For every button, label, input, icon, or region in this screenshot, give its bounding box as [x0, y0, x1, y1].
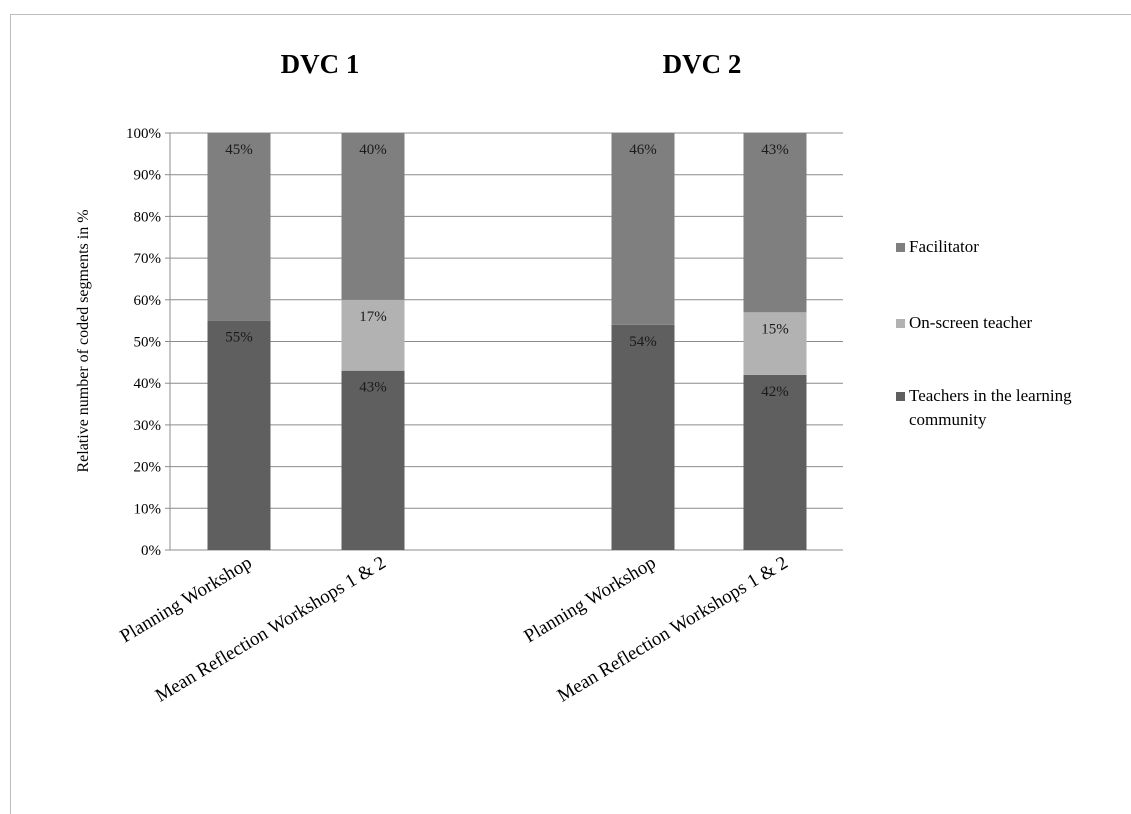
y-tick-label: 20% — [134, 460, 162, 476]
legend-swatch — [896, 319, 905, 328]
y-tick-label: 50% — [134, 335, 162, 351]
bar-segment — [743, 133, 807, 313]
data-label: 54% — [629, 334, 657, 350]
data-label: 55% — [225, 330, 253, 346]
data-labels: 55% 45% 43% 17% 40% 54% 46% 42% 15% 43% — [225, 142, 789, 400]
y-tick-label: 60% — [134, 293, 162, 309]
bar-segment — [743, 312, 807, 375]
y-tick-label: 80% — [134, 209, 162, 225]
x-category-label: Planning Workshop — [521, 552, 660, 647]
chart-frame — [10, 14, 1131, 814]
chart-titles: DVC 1 DVC 2 — [281, 49, 742, 79]
bar-segment — [341, 299, 405, 371]
y-tick-label: 90% — [134, 168, 162, 184]
y-tick-label: 70% — [134, 251, 162, 267]
bar-segment — [341, 133, 405, 300]
data-label: 42% — [761, 384, 789, 400]
data-label: 46% — [629, 142, 657, 158]
y-tick-label: 40% — [134, 376, 162, 392]
data-label: 17% — [359, 309, 387, 325]
gridlines — [170, 132, 843, 551]
legend-label: Teachers in the learning community — [909, 386, 1072, 429]
y-tick-label: 10% — [134, 501, 162, 517]
y-tick-label: 100% — [126, 126, 161, 142]
y-tick-label: 0% — [141, 543, 161, 559]
legend: Facilitator On-screen teacher Teachers in … — [896, 237, 1072, 429]
data-label: 15% — [761, 321, 789, 337]
legend-swatch — [896, 243, 905, 252]
x-category-label: Mean Reflection Workshops 1 & 2 — [554, 552, 792, 706]
bar-segment — [341, 370, 405, 550]
bar-segment — [611, 324, 675, 550]
legend-swatch — [896, 392, 905, 401]
bars — [207, 133, 807, 550]
group-title: DVC 1 — [281, 49, 360, 79]
bar-segment — [743, 374, 807, 550]
group-title: DVC 2 — [663, 49, 742, 79]
bar-segment — [207, 133, 271, 321]
data-label: 43% — [761, 142, 789, 158]
bar-segment — [611, 133, 675, 325]
data-label: 45% — [225, 142, 253, 158]
legend-label: On-screen teacher — [909, 313, 1033, 332]
y-axis-title: Relative number of coded segments in % — [75, 209, 92, 472]
bar-segment — [207, 320, 271, 550]
data-label: 40% — [359, 142, 387, 158]
x-category-label: Mean Reflection Workshops 1 & 2 — [152, 552, 390, 706]
y-tick-label: 30% — [134, 418, 162, 434]
axes: 0% 10% 20% 30% 40% 50% 60% 70% 80% 90% 100% Relativ… — [75, 126, 792, 707]
data-label: 43% — [359, 380, 387, 396]
x-category-label: Planning Workshop — [117, 552, 256, 647]
legend-label: Facilitator — [909, 237, 979, 256]
